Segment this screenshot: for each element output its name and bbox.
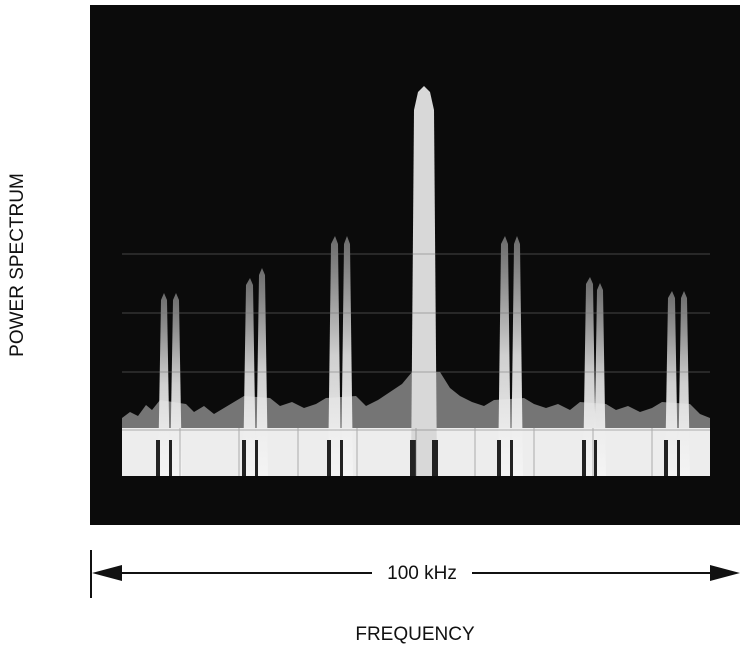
center-peak	[411, 86, 437, 476]
spike	[341, 236, 353, 476]
notch	[156, 440, 160, 476]
spikes	[158, 86, 690, 476]
notch	[327, 440, 331, 476]
spike	[583, 277, 596, 476]
spike	[594, 283, 606, 476]
notch	[169, 440, 172, 476]
arrow-head-right	[710, 565, 740, 581]
notch	[510, 440, 513, 476]
span-arrow	[90, 550, 728, 598]
notch	[255, 440, 258, 476]
notch	[340, 440, 343, 476]
notch	[242, 440, 246, 476]
spike	[511, 236, 523, 476]
notch	[582, 440, 586, 476]
span-label: 100 kHz	[387, 563, 457, 584]
notch	[594, 440, 597, 476]
spike	[498, 236, 511, 476]
notch	[432, 440, 438, 476]
graticule	[122, 253, 710, 476]
spike	[328, 236, 341, 476]
spike	[243, 278, 256, 476]
arrow-head-left	[92, 565, 122, 581]
notch	[497, 440, 501, 476]
x-axis-label: FREQUENCY	[355, 624, 475, 645]
band-notches	[156, 440, 680, 476]
notch	[664, 440, 668, 476]
notch	[677, 440, 680, 476]
y-axis-label: POWER SPECTRUM	[7, 173, 28, 357]
notch	[410, 440, 416, 476]
